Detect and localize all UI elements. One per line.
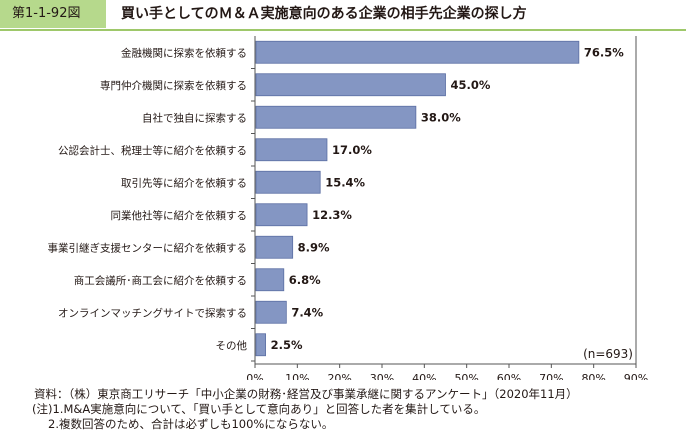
bar: [255, 73, 446, 97]
note-2: 2.複数回答のため、合計は必ずしも100%にならない。: [48, 417, 334, 431]
category-label: 自社で独自に探索する: [142, 111, 247, 124]
source-note: 資料：（株）東京商工リサーチ「中小企業の財務･経営及び事業承継に関するアンケート…: [34, 387, 578, 401]
header-rule: [0, 29, 686, 31]
bar: [255, 105, 417, 129]
figure-title: 買い手としてのＭ＆Ａ実施意向のある企業の相手先企業の探し方: [121, 6, 527, 22]
category-label: 金融機関に探索を依頼する: [121, 46, 247, 59]
x-tick-label: 90%: [624, 372, 648, 380]
note-1: (注)1.M&A実施意向について、「買い手として意向あり」と回答した者を集計して…: [32, 402, 486, 416]
bar: [255, 40, 580, 64]
value-label: 12.3%: [312, 208, 352, 222]
bar: [255, 203, 308, 227]
category-label: 専門仲介機関に探索を依頼する: [100, 79, 247, 92]
category-label: その他: [216, 339, 248, 352]
value-label: 17.0%: [332, 143, 372, 157]
value-label: 76.5%: [584, 45, 624, 59]
sample-size-annotation: (n=693): [583, 347, 633, 361]
value-label: 6.8%: [289, 273, 321, 287]
x-tick-label: 50%: [454, 372, 478, 380]
value-label: 7.4%: [291, 305, 323, 319]
bar: [255, 235, 294, 259]
x-tick-label: 20%: [327, 372, 351, 380]
x-tick-label: 60%: [497, 372, 521, 380]
figure-label: 第1-1-92図: [0, 0, 106, 28]
value-label: 8.9%: [298, 240, 330, 254]
category-label: 同業他社等に紹介を依頼する: [111, 209, 248, 222]
bar-chart: 金融機関に探索を依頼する 76.5% 専門仲介機関に探索を依頼する 45.0% 自社で独…: [48, 36, 648, 380]
figure-header: 第1-1-92図 買い手としてのＭ＆Ａ実施意向のある企業の相手先企業の探し方: [0, 0, 686, 34]
x-tick-label: 70%: [539, 372, 563, 380]
category-label: 公認会計士、税理士等に紹介を依頼する: [58, 144, 247, 157]
x-tick-label: 0%: [246, 372, 263, 380]
x-tick-label: 40%: [412, 372, 436, 380]
value-label: 2.5%: [271, 338, 303, 352]
category-label: 取引先等に紹介を依頼する: [121, 176, 247, 189]
bar: [255, 138, 328, 162]
x-tick-label: 10%: [285, 372, 309, 380]
category-label: 商工会議所･商工会に紹介を依頼する: [74, 274, 247, 287]
bar: [255, 333, 266, 357]
x-tick-label: 80%: [581, 372, 605, 380]
category-label: 事業引継ぎ支援センターに紹介を依頼する: [48, 241, 248, 254]
category-label: オンラインマッチングサイトで探索する: [58, 306, 247, 319]
bar: [255, 300, 287, 324]
x-tick-label: 30%: [370, 372, 394, 380]
value-label: 45.0%: [451, 78, 491, 92]
bar: [255, 268, 285, 292]
value-label: 15.4%: [325, 175, 365, 189]
value-label: 38.0%: [421, 110, 461, 124]
bar: [255, 170, 321, 194]
